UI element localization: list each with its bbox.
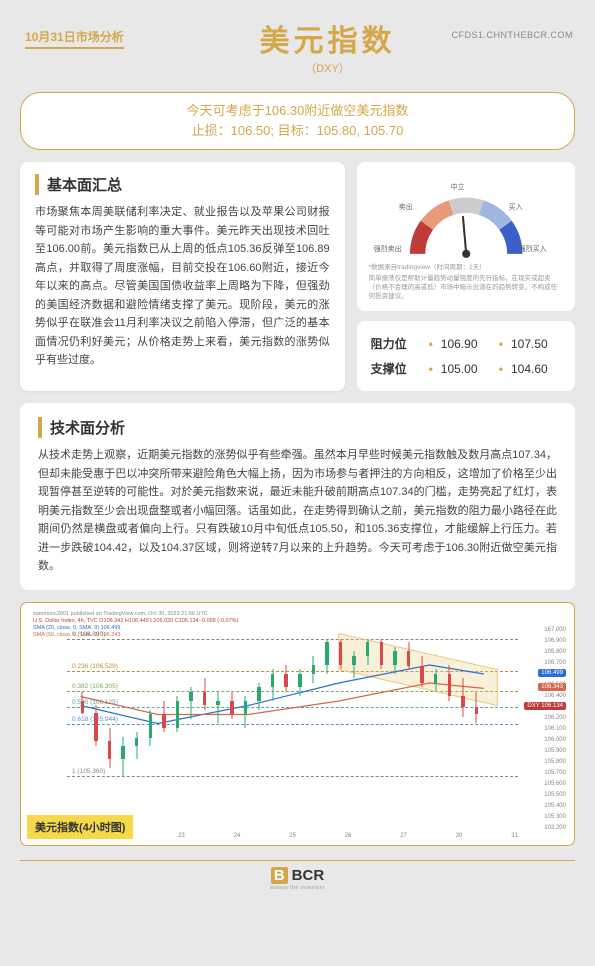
y-axis: 167.000106.900105.800106.700106.600106.5… xyxy=(544,627,566,831)
resistance-label: 阻力位 xyxy=(371,335,421,352)
fundamentals-body: 市场聚焦本周美联储利率决定、就业报告以及苹果公司财报等可能对市场产生影响的重大事… xyxy=(35,203,330,369)
levels-card: 阻力位 • 106.90 • 107.50 支撑位 • 105.00 • 104… xyxy=(357,321,575,391)
technical-title: 技术面分析 xyxy=(38,417,557,438)
resistance-1: 106.90 xyxy=(441,337,491,351)
x-axis: 192023242526273031 xyxy=(67,833,518,839)
brand: BCR xyxy=(292,867,325,884)
dot-icon: • xyxy=(429,337,433,351)
chart-card: sammonc2001 published on TradingView.com… xyxy=(20,602,575,846)
gauge-label: 强烈卖出 xyxy=(374,244,402,254)
date-label: 10月31日市场分析 xyxy=(25,28,124,49)
page-subtitle: （DXY） xyxy=(80,60,575,76)
technical-body: 从技术走势上观察，近期美元指数的涨势似乎有些牵强。虽然本月早些时候美元指数触及数… xyxy=(38,446,557,575)
gauge-label: 买入 xyxy=(509,202,523,212)
gauge-note2: 简单振荡仅是帮助计量趋势动量强度的先行指标，在现实或超卖（价格不会理的高或低）市… xyxy=(369,275,563,301)
gauge-note1: *数据来自tradingview（时间周期：1天） xyxy=(369,264,563,273)
recommendation-line2: 止损：106.50; 目标：105.80, 105.70 xyxy=(39,121,556,141)
resistance-2: 107.50 xyxy=(511,337,561,351)
price-badge: 106.343 xyxy=(538,683,566,691)
price-badge: 106.499 xyxy=(538,669,566,677)
gauge-label: 中立 xyxy=(451,182,465,192)
footer-logo: BBCR xyxy=(271,867,324,884)
support-2: 104.60 xyxy=(511,362,561,376)
fundamentals-card: 基本面汇总 市场聚焦本周美联储利率决定、就业报告以及苹果公司财报等可能对市场产生… xyxy=(20,162,345,391)
dot-icon: • xyxy=(429,362,433,376)
source-url: CFDS1.CHNTHEBCR.COM xyxy=(451,30,573,40)
footer-subtitle: always the investors xyxy=(20,885,575,891)
price-chart: sammonc2001 published on TradingView.com… xyxy=(27,609,568,839)
fundamentals-title: 基本面汇总 xyxy=(35,174,330,195)
logo-b-icon: B xyxy=(271,867,288,884)
recommendation-line1: 今天可考虑于106.30附近做空美元指数 xyxy=(39,101,556,121)
recommendation-card: 今天可考虑于106.30附近做空美元指数 止损：106.50; 目标：105.8… xyxy=(20,92,575,150)
dot-icon: • xyxy=(499,362,503,376)
support-1: 105.00 xyxy=(441,362,491,376)
gauge-card: 强烈卖出 卖出 中立买入强烈买入 *数据来自tradingview（时间周期：1天）… xyxy=(357,162,575,311)
technical-card: 技术面分析 从技术走势上观察，近期美元指数的涨势似乎有些牵强。虽然本月早些时候美… xyxy=(20,403,575,589)
dot-icon: • xyxy=(499,337,503,351)
gauge-label: 强烈买入 xyxy=(519,244,547,254)
price-badge: DXY 106.134 xyxy=(524,702,566,710)
chart-caption: 美元指数(4小时图) xyxy=(27,815,133,839)
support-label: 支撑位 xyxy=(371,360,421,377)
gauge-label: 卖出 xyxy=(399,202,413,212)
